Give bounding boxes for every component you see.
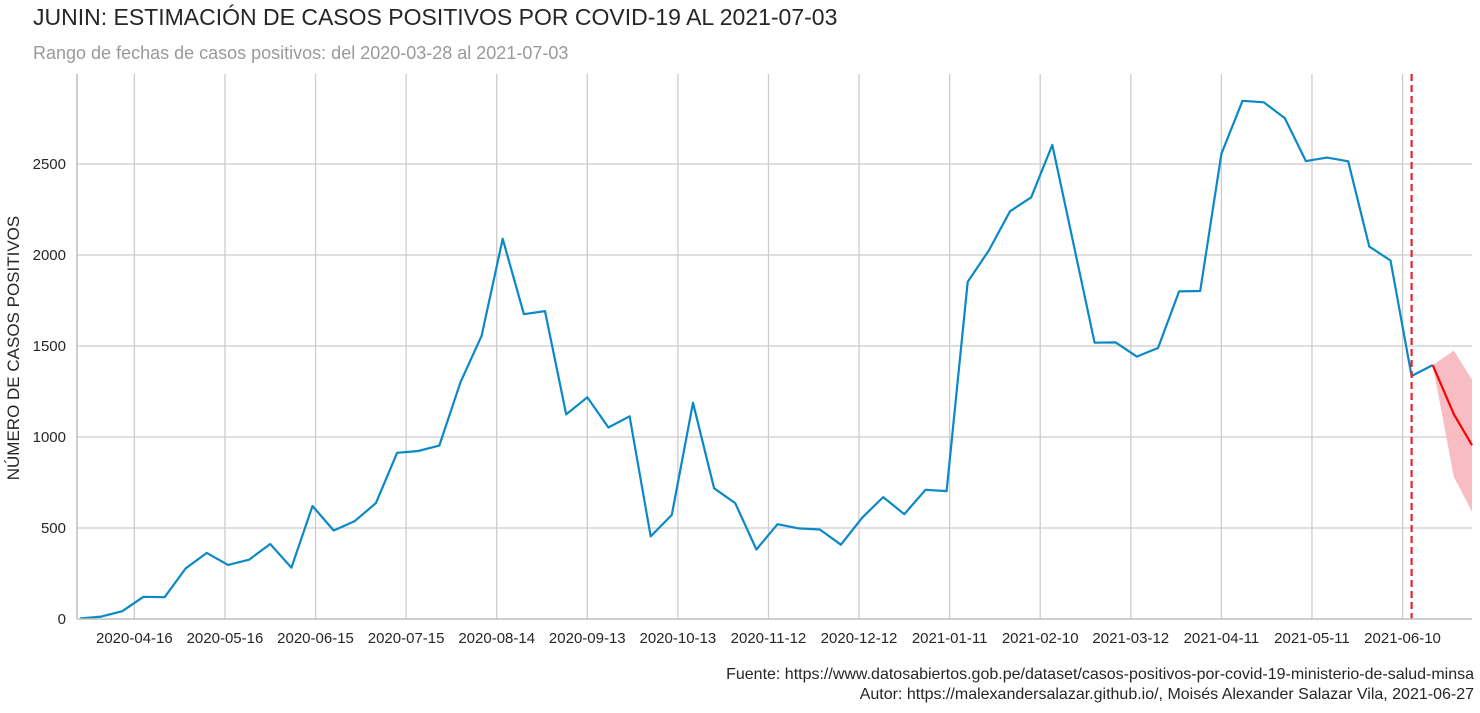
y-tick-label: 2000 [33,247,66,264]
chart-title: JUNIN: ESTIMACIÓN DE CASOS POSITIVOS POR… [33,4,838,30]
x-tick-label: 2021-02-10 [1002,630,1079,647]
y-tick-label: 2500 [33,156,66,173]
x-tick-label: 2021-03-12 [1092,630,1169,647]
x-tick-label: 2021-04-11 [1184,630,1260,647]
footer-source: Fuente: https://www.datosabiertos.gob.pe… [726,666,1474,683]
axes [76,74,1472,620]
x-tick-label: 2021-01-11 [912,630,988,647]
x-tick-label: 2020-11-12 [731,630,807,647]
y-tick-label: 1000 [33,429,66,446]
y-tick-label: 0 [58,611,66,628]
x-tick-label: 2020-04-16 [96,630,173,647]
y-tick-label: 1500 [33,338,66,355]
x-tick-label: 2020-08-14 [458,630,535,647]
x-tick-label: 2020-10-13 [640,630,717,647]
footer-author: Autor: https://malexandersalazar.github.… [859,686,1474,703]
forecast-confidence-band [1432,350,1472,512]
x-tick-label: 2020-12-12 [821,630,898,647]
x-tick-label: 2020-09-13 [549,630,626,647]
x-tick-label: 2020-05-16 [187,630,264,647]
grid-lines [77,74,1472,619]
tick-labels: 0 500 1000 1500 2000 2500 2020-04-16 2020-05-16… [33,156,1441,647]
observed-series-line [79,99,1434,620]
x-tick-label: 2020-06-15 [277,630,354,647]
x-tick-label: 2021-05-11 [1274,630,1350,647]
confidence-band-layer [1432,350,1472,512]
series-lines [79,74,1473,620]
chart-subtitle: Rango de fechas de casos positivos: del … [33,43,569,63]
x-tick-label: 2021-06-10 [1364,630,1441,647]
y-axis-label: NÚMERO DE CASOS POSITIVOS [4,216,23,481]
y-tick-label: 500 [41,520,66,537]
forecast-series-line [1431,364,1473,446]
x-tick-label: 2020-07-15 [368,630,445,647]
